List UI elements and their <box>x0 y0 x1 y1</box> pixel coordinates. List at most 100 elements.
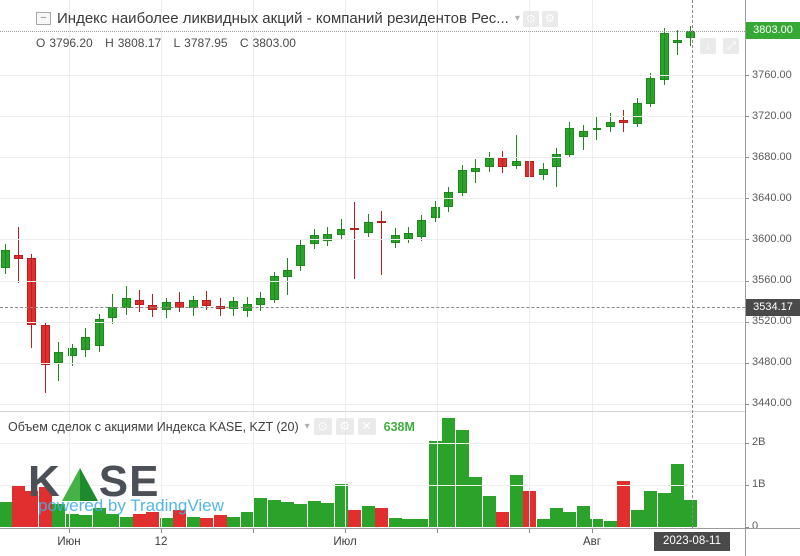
candle-wick <box>368 213 369 238</box>
gridline-horizontal <box>0 198 745 200</box>
powered-by-tradingview[interactable]: powered by TradingView <box>38 496 224 515</box>
gridline-vertical <box>345 412 346 528</box>
volume-bar <box>173 510 186 527</box>
time-tick-mark <box>253 529 254 533</box>
time-tick-label: Авг <box>583 536 601 548</box>
candle-wick <box>354 202 355 280</box>
gridline-vertical <box>253 0 254 411</box>
gridline-horizontal <box>0 157 745 159</box>
volume-bar <box>604 520 617 527</box>
volume-bar <box>671 464 684 527</box>
volume-bar <box>442 417 455 527</box>
legend: − Индекс наиболее ликвидных акций - комп… <box>36 10 558 27</box>
current-price-line <box>0 30 745 32</box>
candle-wick <box>45 321 46 394</box>
volume-bar <box>79 515 92 527</box>
price-tick-label: 3440.00 <box>752 397 792 410</box>
time-tick-label: Июн <box>57 536 81 548</box>
volume-bar <box>402 518 415 527</box>
volume-bar <box>241 512 254 527</box>
time-tick-mark <box>592 529 593 533</box>
volume-bar <box>469 476 482 527</box>
time-tick-label: 12 <box>154 536 168 548</box>
volume-eye-icon[interactable]: ⊙ <box>313 418 332 435</box>
volume-tick-label: 2B <box>752 436 766 448</box>
volume-bar <box>496 512 509 527</box>
candle-wick <box>583 125 584 151</box>
candle-wick <box>314 229 315 249</box>
volume-tick-label: 1B <box>752 478 766 490</box>
candle-wick <box>462 165 463 197</box>
ohlc-low-label: L <box>173 36 181 50</box>
candle-wick <box>448 187 449 212</box>
price-tick-label: 3480.00 <box>752 356 792 369</box>
chevron-down-icon[interactable]: ▾ <box>514 13 520 24</box>
ohlc-close-label: C <box>239 36 249 50</box>
collapse-icon[interactable]: − <box>36 12 51 25</box>
volume-tick-mark <box>745 443 749 444</box>
price-tick-mark <box>745 321 749 323</box>
candle-wick <box>287 257 288 295</box>
volume-title[interactable]: Объем сделок с акциями Индекса KASE, KZT… <box>8 419 299 434</box>
candle-wick <box>193 295 194 317</box>
candle-wick <box>233 296 234 317</box>
gridline-horizontal <box>0 280 745 282</box>
pane-divider[interactable] <box>0 411 745 412</box>
volume-bar <box>200 517 213 527</box>
price-tick-label: 3560.00 <box>752 274 792 286</box>
volume-bar <box>577 506 590 527</box>
volume-bar <box>483 495 496 527</box>
volume-bar <box>52 503 65 527</box>
candle-wick <box>435 201 436 222</box>
candle-wick <box>5 243 6 275</box>
volume-bar <box>684 500 697 527</box>
crosshair-date-badge: 2023-08-11 <box>654 532 730 551</box>
volume-gridline <box>0 443 745 444</box>
volume-tick-label: 0 <box>752 520 759 532</box>
gridline-horizontal <box>0 75 745 76</box>
candle-wick <box>623 109 624 133</box>
gridline-vertical <box>69 0 70 411</box>
maximize-pane-icon[interactable]: ⤢ <box>723 38 740 54</box>
eye-icon[interactable]: ⊙ <box>522 10 539 27</box>
volume-legend: Объем сделок с акциями Индекса KASE, KZT… <box>8 418 415 435</box>
price-axis[interactable]: 0 1B 2B 3440.00 3480.00 3520.00 3560.00 3600.00… <box>745 0 800 532</box>
time-axis[interactable]: Авг Июл 12 Июн 2023-08-11 <box>0 528 800 556</box>
price-tick-label: 3520.00 <box>752 315 792 328</box>
volume-gear-icon[interactable]: ⚙ <box>335 418 354 435</box>
volume-value: 638M <box>383 419 415 434</box>
price-tick-mark <box>745 116 749 118</box>
symbol-title[interactable]: Индекс наиболее ликвидных акций - компан… <box>57 10 509 27</box>
candle-wick <box>502 151 503 173</box>
candle-wick <box>300 239 301 272</box>
candle-wick <box>556 148 557 187</box>
gridline-horizontal <box>0 321 745 323</box>
price-tick-mark <box>745 239 749 241</box>
candle-wick <box>421 214 422 242</box>
move-pane-down-icon[interactable]: ↓ <box>700 38 716 54</box>
volume-bar <box>12 485 25 527</box>
volume-bar <box>133 514 146 527</box>
volume-bar <box>321 502 334 527</box>
gridline-vertical <box>592 412 593 528</box>
price-tick-label: 3600.00 <box>752 232 792 245</box>
gridline-horizontal <box>0 362 745 364</box>
candle-wick <box>637 97 638 128</box>
candle-wick <box>220 298 221 316</box>
gridline-vertical <box>437 412 438 528</box>
gear-icon[interactable]: ⚙ <box>541 10 558 27</box>
gridline-vertical <box>161 412 162 528</box>
volume-bar <box>456 430 469 527</box>
candle-wick <box>569 122 570 159</box>
volume-close-icon[interactable]: ✕ <box>357 418 376 435</box>
candle-wick <box>206 290 207 311</box>
candle-wick <box>112 293 113 324</box>
candle-wick <box>260 291 261 312</box>
axis-border <box>745 0 746 556</box>
price-tick-mark <box>745 198 749 200</box>
gridline-vertical <box>69 412 70 528</box>
crosshair-vertical-line <box>692 0 693 528</box>
volume-chevron-down-icon[interactable]: ▾ <box>304 421 310 432</box>
chart-area[interactable]: − Индекс наиболее ликвидных акций - комп… <box>0 0 745 528</box>
